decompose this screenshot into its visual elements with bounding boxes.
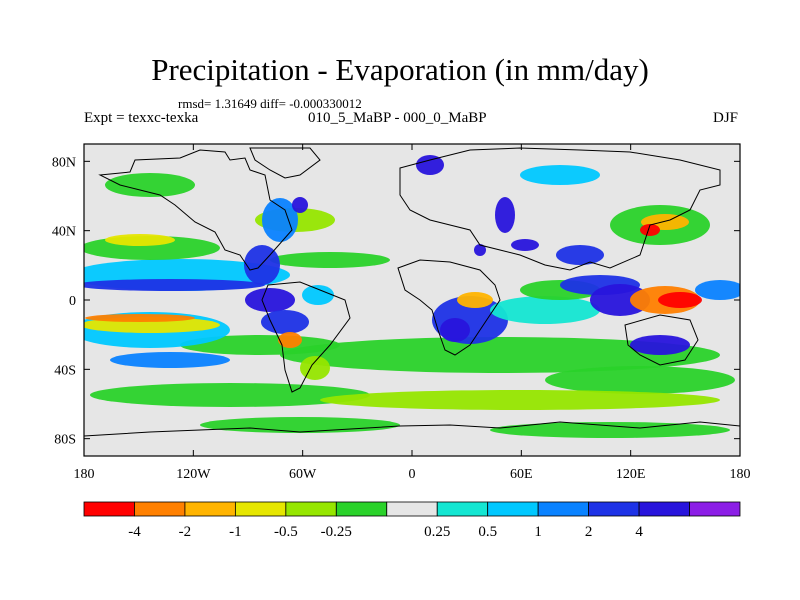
y-tick-label: 80N (52, 155, 76, 170)
colorbar-swatch (234, 501, 287, 517)
anomaly-field (84, 155, 740, 438)
colorbar-swatch (134, 501, 186, 517)
colorbar-label: -4 (128, 524, 141, 540)
colorbar-swatch (487, 501, 539, 517)
colorbar-swatch (638, 501, 690, 517)
colorbar: -4 -2 -1 -0.5 -0.25 0.25 0.5 1 2 4 (83, 501, 741, 540)
y-tick-label: 80S (54, 433, 76, 448)
colorbar-swatch (386, 501, 438, 517)
x-tick-label: 120W (176, 467, 211, 482)
colorbar-label: -2 (179, 524, 192, 540)
colorbar-label: 4 (635, 524, 643, 540)
colorbar-label: -0.5 (274, 524, 298, 540)
stats-text: rmsd= 1.31649 diff= -0.000330012 (178, 96, 362, 111)
map-axes: 180 120W 60W 0 60E 120E 180 80N 40N 0 40S 80S (52, 144, 751, 482)
colorbar-label: 1 (534, 524, 542, 540)
colorbar-label: 2 (585, 524, 593, 540)
y-tick-label: 40S (54, 363, 76, 378)
period-label: 010_5_MaBP - 000_0_MaBP (308, 110, 487, 126)
colorbar-label: 0.25 (424, 524, 450, 540)
x-tick-label: 180 (730, 467, 751, 482)
colorbar-swatch (588, 501, 640, 517)
colorbar-swatch (335, 501, 388, 517)
colorbar-swatch (184, 501, 236, 517)
colorbar-swatch (537, 501, 590, 517)
season-label: DJF (712, 110, 738, 126)
colorbar-label: -1 (229, 524, 242, 540)
x-tick-label: 60E (510, 467, 533, 482)
colorbar-swatch (285, 501, 337, 517)
colorbar-swatch (83, 501, 135, 517)
coastlines (84, 147, 740, 437)
colorbar-swatch (689, 501, 741, 517)
plot-title: Precipitation - Evaporation (in mm/day) (151, 52, 649, 87)
colorbar-swatch (436, 501, 489, 517)
x-tick-label: 60W (289, 467, 317, 482)
y-tick-label: 0 (69, 294, 76, 309)
colorbar-label: -0.25 (321, 524, 352, 540)
x-tick-label: 0 (409, 467, 416, 482)
colorbar-label: 0.5 (478, 524, 497, 540)
x-tick-label: 180 (74, 467, 95, 482)
x-tick-label: 120E (616, 467, 646, 482)
experiment-label: Expt = texxc-texka (84, 110, 199, 126)
y-tick-label: 40N (52, 225, 76, 240)
